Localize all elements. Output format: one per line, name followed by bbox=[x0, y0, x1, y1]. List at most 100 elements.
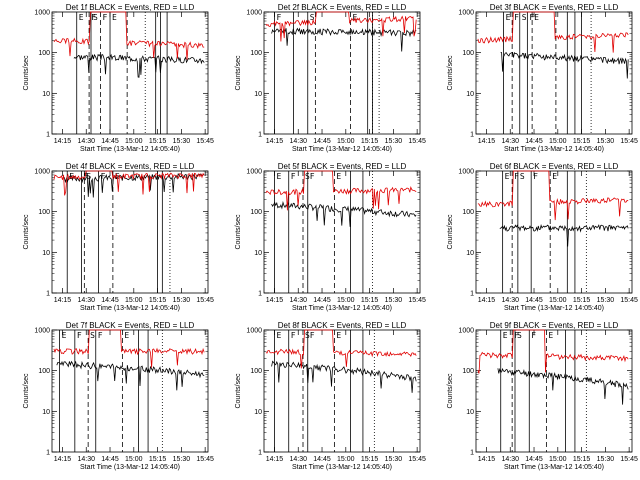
x-tick-label: 14:15 bbox=[478, 456, 496, 463]
x-tick-label: 14:15 bbox=[478, 297, 496, 304]
y-tick-label: 10 bbox=[42, 250, 50, 257]
y-tick-label: 10 bbox=[42, 91, 50, 98]
flag-label: F bbox=[291, 172, 296, 181]
flag-label: S bbox=[90, 331, 95, 340]
panel-8: Det 8f BLACK = Events, RED = LLD 1 10 100 10… bbox=[235, 321, 426, 471]
x-tick-label: 15:00 bbox=[125, 297, 143, 304]
flag-label: F bbox=[533, 172, 538, 181]
y-axis-label: Counts/sec bbox=[23, 373, 30, 409]
x-tick-label: 14:45 bbox=[525, 297, 543, 304]
flag-label: F bbox=[531, 331, 536, 340]
flag-label: S bbox=[86, 172, 91, 181]
x-tick-label: 14:30 bbox=[77, 138, 95, 145]
flag-label: E bbox=[505, 172, 510, 181]
flag-label: E bbox=[276, 331, 281, 340]
panel-1: Det 1f BLACK = Events, RED = LLD 1 10 100 10… bbox=[23, 3, 214, 153]
x-tick-label: 14:30 bbox=[77, 456, 95, 463]
x-tick-label: 15:15 bbox=[361, 456, 379, 463]
x-tick-label: 14:30 bbox=[77, 297, 95, 304]
y-tick-label: 1000 bbox=[246, 169, 262, 176]
x-tick-label: 14:15 bbox=[478, 138, 496, 145]
x-tick-label: 15:45 bbox=[408, 456, 426, 463]
flag-label: F bbox=[310, 331, 315, 340]
series-lld-line bbox=[53, 11, 205, 60]
y-tick-label: 1000 bbox=[34, 169, 50, 176]
y-axis-label: Counts/sec bbox=[447, 55, 454, 91]
flag-label: E bbox=[124, 331, 129, 340]
flag-label: E bbox=[548, 331, 553, 340]
x-tick-label: 15:15 bbox=[573, 138, 591, 145]
flag-label: E bbox=[276, 172, 281, 181]
panel-title: Det 7f BLACK = Events, RED = LLD bbox=[66, 321, 195, 330]
flag-label: S bbox=[93, 13, 98, 22]
flag-label: S bbox=[520, 172, 525, 181]
x-tick-label: 15:45 bbox=[196, 138, 214, 145]
flag-label: F bbox=[91, 13, 96, 22]
flag-label: S bbox=[305, 172, 310, 181]
y-tick-label: 1 bbox=[470, 450, 474, 457]
y-tick-label: 1 bbox=[258, 132, 262, 139]
y-tick-label: 10 bbox=[466, 409, 474, 416]
x-tick-label: 15:15 bbox=[361, 138, 379, 145]
flag-label: F bbox=[77, 331, 82, 340]
y-tick-label: 10 bbox=[254, 409, 262, 416]
plot-frame bbox=[475, 170, 633, 294]
x-tick-label: 15:15 bbox=[149, 297, 167, 304]
y-tick-label: 1 bbox=[46, 450, 50, 457]
x-axis-label: Start Time (13-Mar-12 14:05:40) bbox=[80, 305, 180, 312]
x-tick-label: 15:30 bbox=[385, 138, 403, 145]
y-tick-label: 1000 bbox=[458, 328, 474, 335]
y-tick-label: 100 bbox=[38, 209, 50, 216]
y-tick-label: 1 bbox=[46, 132, 50, 139]
x-tick-label: 14:30 bbox=[289, 138, 307, 145]
flag-label: E bbox=[112, 13, 117, 22]
x-tick-label: 15:30 bbox=[597, 456, 615, 463]
x-tick-label: 15:00 bbox=[125, 456, 143, 463]
series-events-line bbox=[73, 53, 205, 78]
flag-label: F bbox=[310, 172, 315, 181]
y-tick-label: 1000 bbox=[458, 10, 474, 17]
x-tick-label: 15:30 bbox=[597, 138, 615, 145]
flag-label: F bbox=[83, 172, 88, 181]
x-tick-label: 15:45 bbox=[620, 138, 638, 145]
x-tick-label: 15:45 bbox=[620, 297, 638, 304]
x-tick-label: 14:30 bbox=[501, 456, 519, 463]
y-axis-label: Counts/sec bbox=[235, 214, 242, 250]
series-lld-line bbox=[53, 329, 205, 368]
x-tick-label: 15:45 bbox=[196, 297, 214, 304]
panel-9: Det 9f BLACK = Events, RED = LLD 1 10 100 10… bbox=[447, 321, 638, 471]
x-tick-label: 15:15 bbox=[361, 297, 379, 304]
x-tick-label: 15:30 bbox=[173, 297, 191, 304]
series-lld-line bbox=[265, 170, 417, 211]
y-tick-label: 1 bbox=[470, 291, 474, 298]
y-tick-label: 10 bbox=[254, 91, 262, 98]
y-axis-label: Counts/sec bbox=[23, 55, 30, 91]
x-tick-label: 14:30 bbox=[501, 138, 519, 145]
x-tick-label: 15:15 bbox=[573, 297, 591, 304]
flag-label: S bbox=[517, 331, 522, 340]
y-axis-label: Counts/sec bbox=[235, 373, 242, 409]
y-tick-label: 100 bbox=[462, 209, 474, 216]
series-events-line bbox=[499, 224, 629, 247]
plot-frame bbox=[51, 11, 209, 135]
y-tick-label: 1000 bbox=[34, 328, 50, 335]
x-axis-label: Start Time (13-Mar-12 14:05:40) bbox=[292, 464, 392, 471]
x-tick-label: 15:00 bbox=[549, 138, 567, 145]
series-events-line bbox=[500, 51, 629, 79]
x-tick-label: 14:45 bbox=[313, 456, 331, 463]
x-tick-label: 15:00 bbox=[549, 297, 567, 304]
panel-title: Det 3f BLACK = Events, RED = LLD bbox=[490, 3, 619, 12]
flag-label: F bbox=[98, 331, 103, 340]
x-axis-label: Start Time (13-Mar-12 14:05:40) bbox=[292, 146, 392, 153]
x-tick-label: 14:45 bbox=[101, 456, 119, 463]
x-tick-label: 15:00 bbox=[125, 138, 143, 145]
y-tick-label: 100 bbox=[462, 368, 474, 375]
x-tick-label: 15:30 bbox=[385, 297, 403, 304]
plot-frame bbox=[263, 11, 421, 135]
series-events-line bbox=[271, 360, 417, 393]
flag-label: F bbox=[514, 172, 519, 181]
x-tick-label: 14:15 bbox=[54, 138, 72, 145]
y-tick-label: 1 bbox=[258, 450, 262, 457]
series-lld-line bbox=[53, 170, 205, 196]
x-tick-label: 15:00 bbox=[337, 456, 355, 463]
